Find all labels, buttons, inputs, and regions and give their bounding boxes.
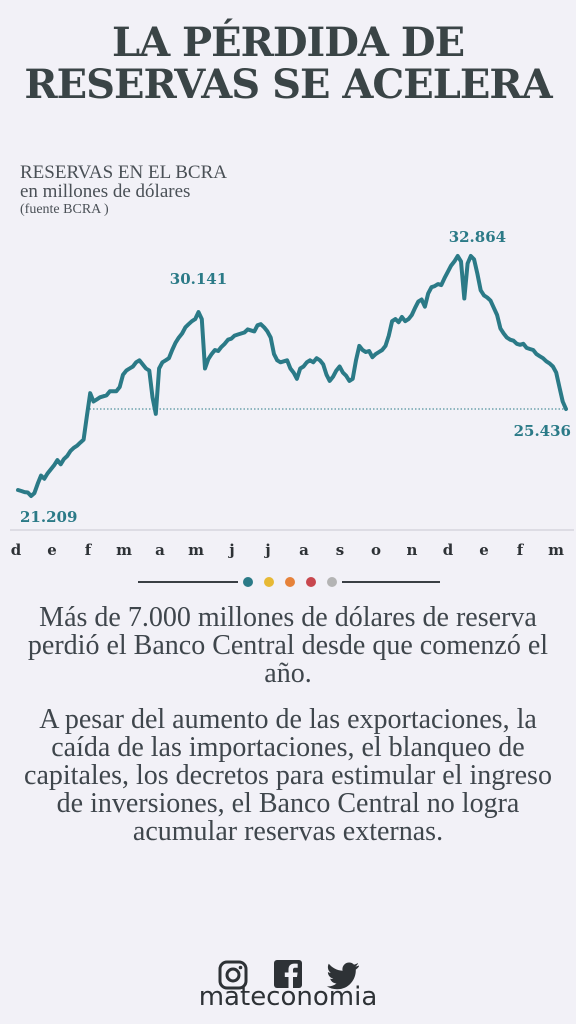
title-line-1: LA PÉRDIDA DE: [111, 19, 465, 66]
month-tick-label: o: [371, 541, 381, 559]
brand-name: mateconomia: [198, 982, 378, 1012]
month-tick-label: a: [299, 541, 309, 559]
month-tick-label: f: [85, 541, 93, 559]
divider-dot: [306, 577, 316, 587]
title-line-2: RESERVAS SE ACELERA: [24, 61, 552, 108]
paragraph-1: Más de 7.000 millones de dólares de rese…: [27, 602, 549, 689]
section-divider: [138, 577, 440, 587]
social-icons: [218, 960, 359, 990]
divider-dot: [243, 577, 253, 587]
reserves-line-chart: 21.209 30.141 32.864 25.436 d e f m a m j j a s o n d e f m: [10, 228, 574, 559]
divider-dot: [264, 577, 274, 587]
chart-title: RESERVAS EN EL BCRA: [20, 162, 227, 183]
month-tick-label: m: [548, 541, 564, 559]
page-title: LA PÉRDIDA DE RESERVAS SE ACELERA: [0, 22, 576, 106]
data-label: 30.141: [170, 270, 227, 288]
series-line: [16, 254, 568, 498]
month-tick-label: e: [47, 541, 57, 559]
instagram-icon[interactable]: [218, 960, 248, 990]
data-label: 32.864: [449, 228, 506, 246]
data-label: 25.436: [514, 422, 571, 440]
month-tick-label: n: [407, 541, 418, 559]
data-label: 21.209: [20, 508, 77, 526]
month-tick-label: a: [155, 541, 165, 559]
month-tick-label: m: [188, 541, 204, 559]
paragraph-2: A pesar del aumento de las exportaciones…: [24, 704, 552, 847]
month-tick-label: d: [11, 541, 22, 559]
month-tick-label: m: [116, 541, 132, 559]
month-tick-label: s: [336, 541, 344, 559]
month-tick-label: j: [263, 541, 270, 559]
chart-source: (fuente BCRA ): [20, 202, 109, 217]
facebook-icon[interactable]: [274, 960, 302, 988]
divider-dot: [327, 577, 337, 587]
month-tick-label: j: [227, 541, 234, 559]
chart-subtitle: RESERVAS EN EL BCRA en millones de dólar…: [20, 163, 227, 219]
month-tick-label: e: [479, 541, 489, 559]
twitter-icon[interactable]: [326, 962, 359, 990]
month-tick-label: d: [443, 541, 454, 559]
chart-unit: en millones de dólares: [20, 181, 191, 202]
month-tick-label: f: [517, 541, 525, 559]
divider-dot: [285, 577, 295, 587]
